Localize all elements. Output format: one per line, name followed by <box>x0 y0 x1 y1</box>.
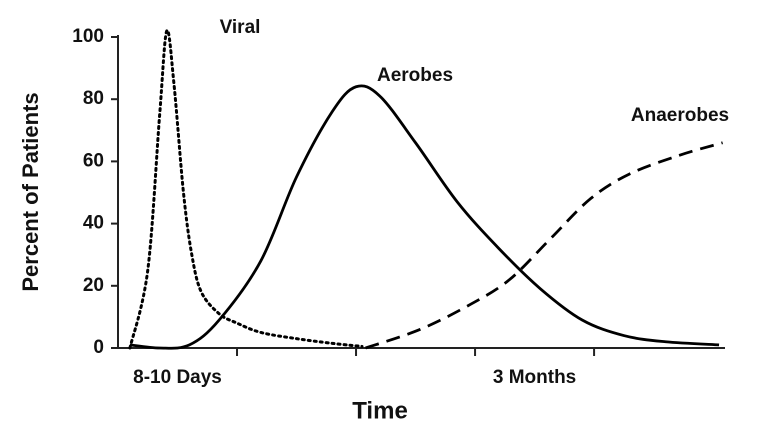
line-solid <box>129 84 720 350</box>
line-dotted <box>128 28 364 350</box>
x-tick-label: 8-10 Days <box>133 367 222 388</box>
y-axis-title: Percent of Patients <box>18 92 43 291</box>
y-tick-label: 80 <box>83 88 104 109</box>
series-label: Anaerobes <box>631 105 729 126</box>
y-tick-label: 20 <box>83 275 104 296</box>
series-label: Aerobes <box>377 65 453 86</box>
y-tick-label: 40 <box>83 213 104 234</box>
y-tick-label: 0 <box>93 337 104 358</box>
x-axis-title: Time <box>352 397 408 424</box>
series-label: Viral <box>220 17 261 38</box>
x-tick-label: 3 Months <box>493 367 576 388</box>
y-tick-label: 100 <box>72 26 104 47</box>
line-dashed <box>365 141 724 350</box>
y-tick-label: 60 <box>83 150 104 171</box>
